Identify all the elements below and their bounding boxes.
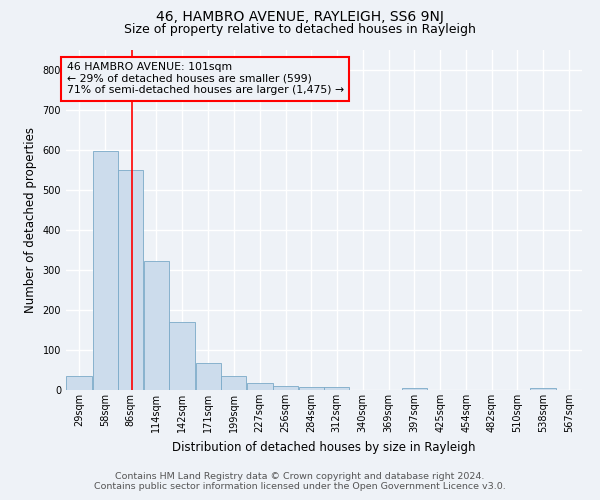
Bar [143,261,169,390]
X-axis label: Distribution of detached houses by size in Rayleigh: Distribution of detached houses by size … [172,440,476,454]
Y-axis label: Number of detached properties: Number of detached properties [24,127,37,313]
Bar [401,388,427,390]
Bar [247,383,273,390]
Text: Contains HM Land Registry data © Crown copyright and database right 2024.: Contains HM Land Registry data © Crown c… [115,472,485,481]
Bar [273,386,298,390]
Text: 46, HAMBRO AVENUE, RAYLEIGH, SS6 9NJ: 46, HAMBRO AVENUE, RAYLEIGH, SS6 9NJ [156,10,444,24]
Text: 46 HAMBRO AVENUE: 101sqm
← 29% of detached houses are smaller (599)
71% of semi-: 46 HAMBRO AVENUE: 101sqm ← 29% of detach… [67,62,344,95]
Bar [196,363,221,390]
Bar [169,322,196,390]
Bar [299,387,324,390]
Bar [92,151,118,390]
Bar [530,388,556,390]
Bar [221,376,247,390]
Bar [118,170,143,390]
Text: Contains public sector information licensed under the Open Government Licence v3: Contains public sector information licen… [94,482,506,491]
Bar [324,387,349,390]
Bar [66,376,92,390]
Text: Size of property relative to detached houses in Rayleigh: Size of property relative to detached ho… [124,22,476,36]
